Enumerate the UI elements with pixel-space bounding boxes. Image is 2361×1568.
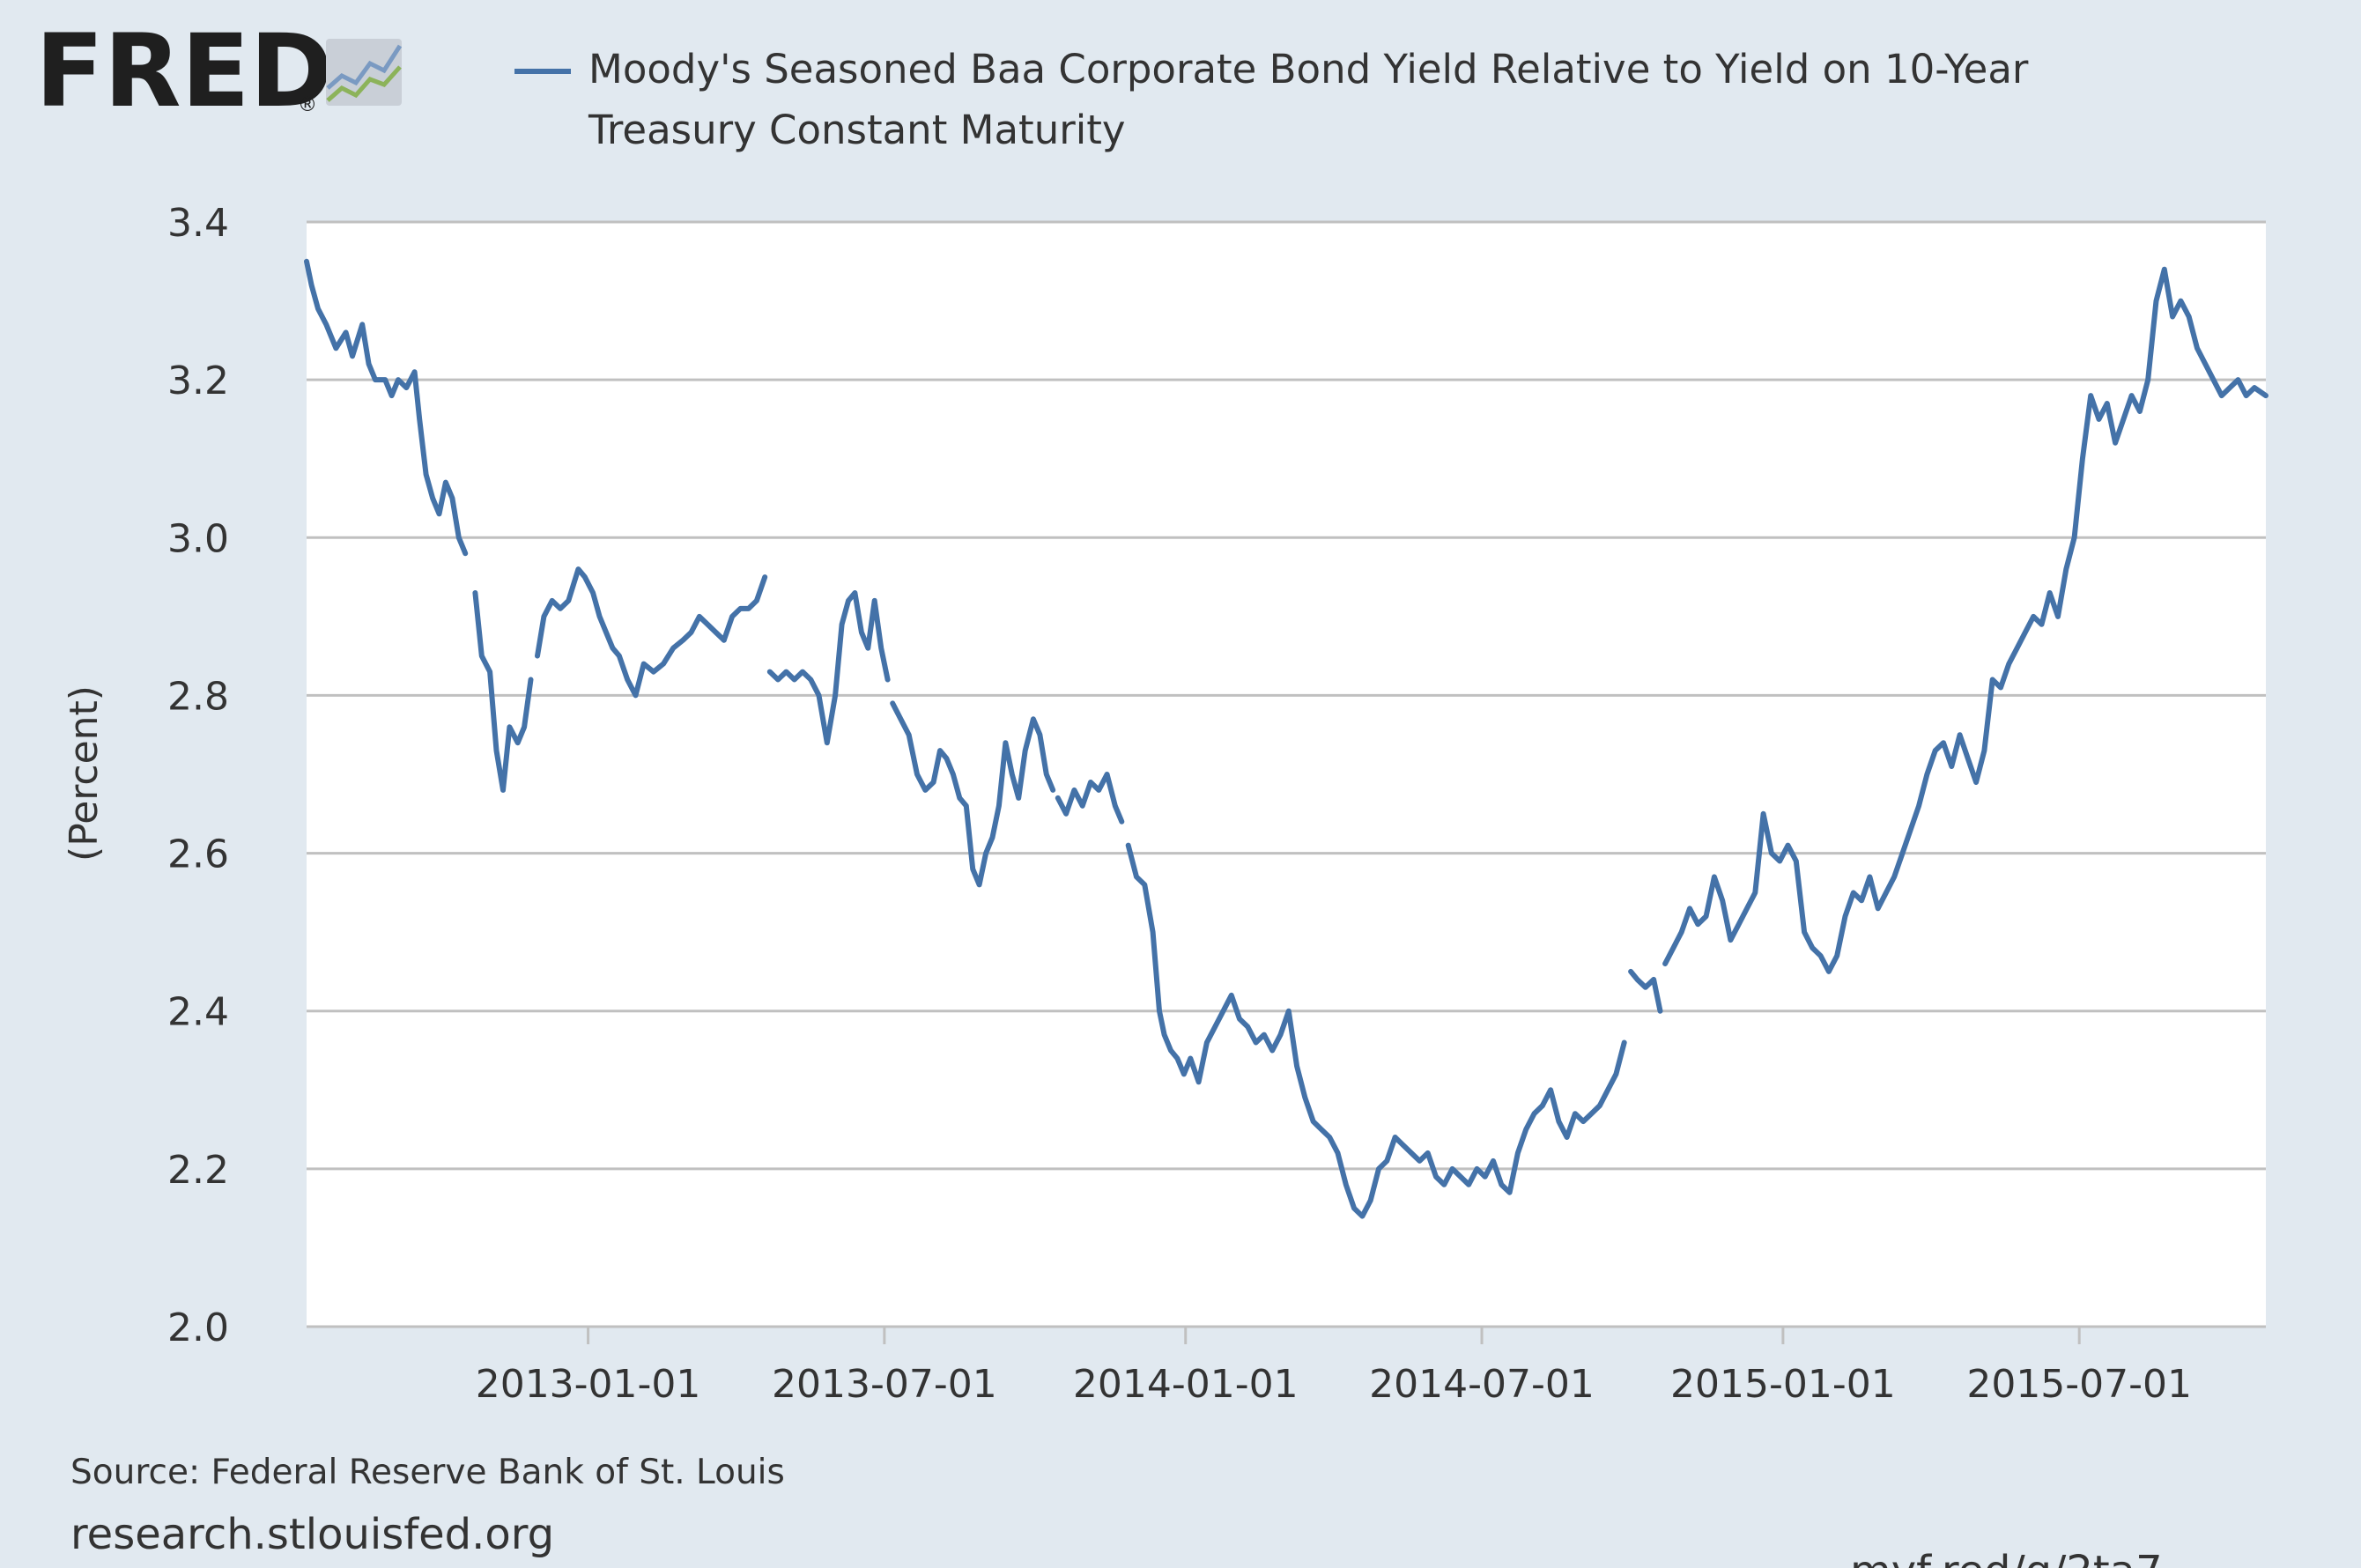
series-line-segment (1125, 842, 1545, 1219)
plot-area (307, 222, 2266, 1327)
x-tick-label: 2015-01-01 (1670, 1362, 1896, 1407)
registered-mark: ® (298, 94, 317, 116)
chart-legend: Moody's Seasoned Baa Corporate Bond Yiel… (514, 46, 2029, 153)
series-line-segment (1055, 772, 1125, 825)
y-tick-label: 2.0 (167, 1305, 229, 1350)
chart-footer: Source: Federal Reserve Bank of St. Loui… (70, 1453, 2163, 1568)
y-tick-label: 2.8 (167, 674, 229, 719)
source-website: research.stlouisfed.org (70, 1510, 554, 1559)
series-group (304, 258, 2268, 1219)
legend-title-line-2: Treasury Constant Maturity (588, 107, 1126, 153)
series-line-segment (1539, 1039, 1627, 1140)
x-tick-label: 2015-07-01 (1966, 1362, 2192, 1407)
fred-logo-text: FRED (35, 12, 333, 129)
series-line-segment (721, 574, 768, 643)
x-tick-label: 2014-01-01 (1073, 1362, 1299, 1407)
x-tick-label: 2014-07-01 (1369, 1362, 1595, 1407)
series-line-segment (1662, 266, 2268, 974)
fred-branding: FRED ® (35, 12, 403, 129)
series-line-segment (1628, 968, 1663, 1014)
y-tick-label: 2.6 (167, 832, 229, 877)
series-line-segment (472, 590, 534, 793)
y-tick-label: 3.4 (167, 201, 229, 246)
legend-title-line-1: Moody's Seasoned Baa Corporate Bond Yiel… (588, 46, 2029, 92)
x-tick-label: 2013-01-01 (476, 1362, 701, 1407)
series-line (304, 258, 2268, 1219)
y-axis-label: (Percent) (62, 685, 107, 862)
y-tick-label: 2.2 (167, 1148, 229, 1193)
series-line-segment (890, 700, 1056, 888)
series-line-segment (304, 258, 469, 557)
y-tick-label: 3.2 (167, 359, 229, 403)
y-tick-label: 2.4 (167, 990, 229, 1035)
y-axis-tick-labels: 2.0 2.2 2.4 2.6 2.8 3.0 3.2 3.4 (167, 201, 229, 1350)
y-tick-label: 3.0 (167, 516, 229, 561)
x-tick-label: 2013-07-01 (772, 1362, 997, 1407)
x-axis: 2013-01-01 2013-07-01 2014-01-01 2014-07-01… (307, 1325, 2266, 1407)
short-url: myf.red/g/2ta7 (1850, 1547, 2163, 1568)
source-note: Source: Federal Reserve Bank of St. Loui… (70, 1453, 785, 1492)
series-line-segment (766, 590, 891, 746)
series-line-segment (535, 566, 727, 699)
fred-chart-logo-icon (326, 39, 403, 106)
